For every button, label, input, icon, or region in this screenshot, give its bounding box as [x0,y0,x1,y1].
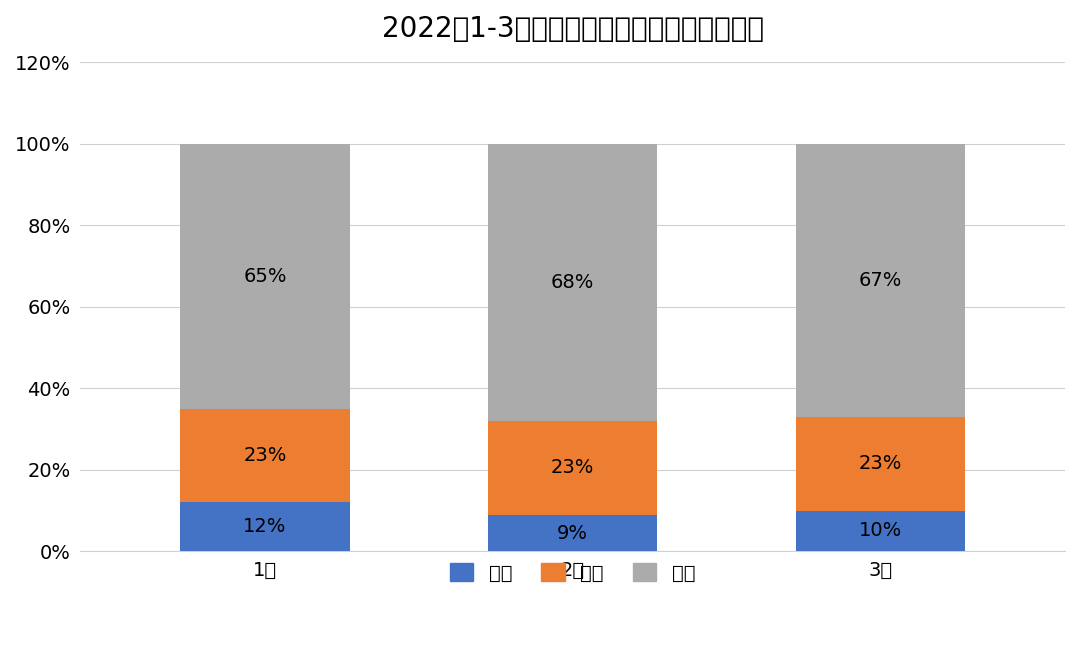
Text: 9%: 9% [557,524,589,542]
Bar [488,421,658,515]
Text: 10%: 10% [859,521,902,541]
Bar [180,144,350,409]
Text: 23%: 23% [551,458,594,477]
Text: 23%: 23% [243,446,286,465]
Bar [180,409,350,502]
Title: 2022年1-3月国内市场大、中、小挖销量占比: 2022年1-3月国内市场大、中、小挖销量占比 [381,15,764,43]
Text: 12%: 12% [243,517,286,537]
Bar [796,417,966,511]
Bar [796,511,966,551]
Bar [488,515,658,551]
Text: 65%: 65% [243,266,286,286]
Text: 67%: 67% [859,271,902,290]
Text: 68%: 68% [551,273,594,292]
Bar [488,144,658,421]
Text: 23%: 23% [859,454,902,473]
Legend: 大挖, 中挖, 小挖: 大挖, 中挖, 小挖 [442,555,703,591]
Bar [796,144,966,417]
Bar [180,502,350,551]
